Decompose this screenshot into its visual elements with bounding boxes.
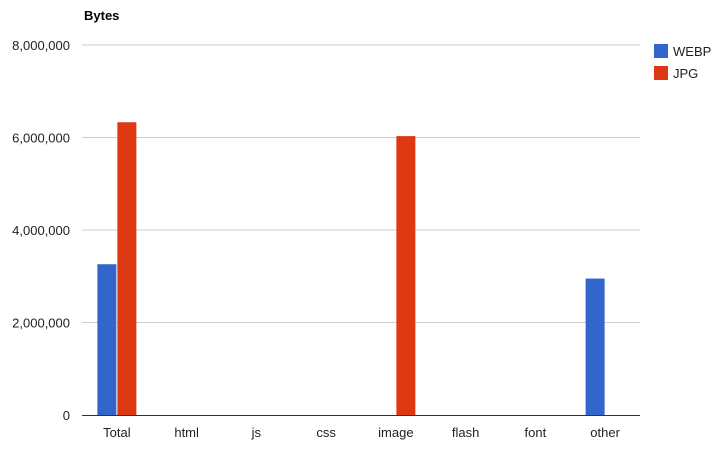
y-axis-ticks: 0 2,000,000 4,000,000 6,000,000 8,000,000 — [12, 38, 70, 423]
x-tick-label: Total — [103, 425, 131, 440]
x-tick-label: html — [174, 425, 199, 440]
chart-title: Bytes — [84, 8, 119, 23]
x-tick-label: flash — [452, 425, 479, 440]
bar-jpg-image[interactable] — [396, 136, 416, 416]
x-tick-label: css — [316, 425, 336, 440]
legend-swatch-jpg — [654, 66, 668, 80]
x-axis-ticks: Total html js css image flash font other — [103, 425, 620, 440]
legend-label-jpg: JPG — [673, 66, 698, 81]
x-tick-label: other — [590, 425, 620, 440]
bar-webp-total[interactable] — [97, 264, 117, 415]
y-tick-label: 8,000,000 — [12, 38, 70, 53]
y-tick-label: 6,000,000 — [12, 131, 70, 146]
y-tick-label: 4,000,000 — [12, 223, 70, 238]
y-tick-label: 2,000,000 — [12, 316, 70, 331]
x-tick-label: js — [251, 425, 262, 440]
bar-jpg-total[interactable] — [117, 122, 137, 416]
bar-webp-other[interactable] — [585, 278, 605, 415]
x-tick-label: image — [378, 425, 413, 440]
y-tick-label: 0 — [63, 408, 70, 423]
bars — [97, 122, 605, 416]
legend: WEBP JPG — [654, 44, 711, 81]
legend-swatch-webp — [654, 44, 668, 58]
x-tick-label: font — [525, 425, 547, 440]
gridlines — [82, 44, 640, 323]
legend-label-webp: WEBP — [673, 44, 711, 59]
